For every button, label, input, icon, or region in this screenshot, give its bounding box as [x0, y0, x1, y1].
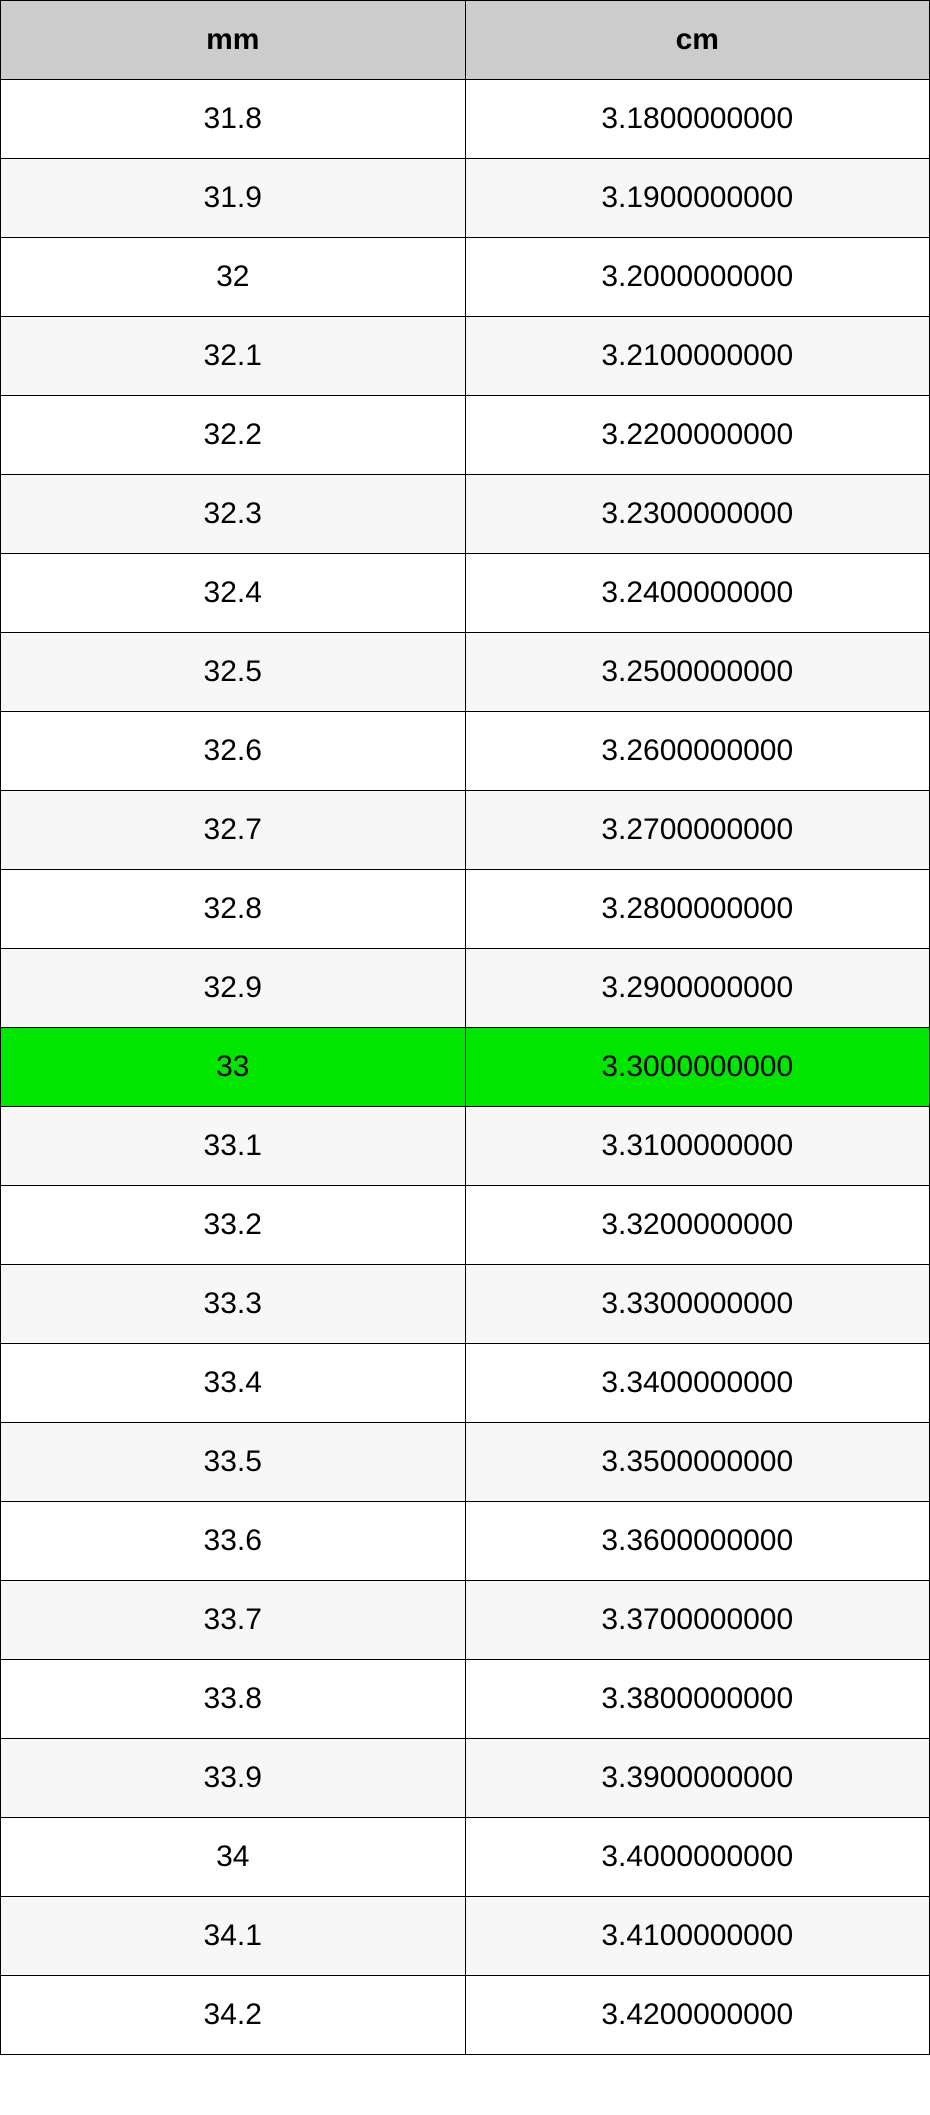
- table-row: 31.93.1900000000: [1, 159, 930, 238]
- table-row: 34.13.4100000000: [1, 1897, 930, 1976]
- table-row: 33.53.3500000000: [1, 1423, 930, 1502]
- cell-cm: 3.2300000000: [465, 475, 930, 554]
- cell-cm: 3.1800000000: [465, 80, 930, 159]
- cell-mm: 33.3: [1, 1265, 466, 1344]
- cell-cm: 3.3600000000: [465, 1502, 930, 1581]
- table-row: 33.83.3800000000: [1, 1660, 930, 1739]
- table-row: 32.33.2300000000: [1, 475, 930, 554]
- table-body: 31.83.180000000031.93.1900000000323.2000…: [1, 80, 930, 2055]
- cell-cm: 3.2700000000: [465, 791, 930, 870]
- cell-cm: 3.3200000000: [465, 1186, 930, 1265]
- cell-cm: 3.2400000000: [465, 554, 930, 633]
- table-row: 32.43.2400000000: [1, 554, 930, 633]
- cell-mm: 31.9: [1, 159, 466, 238]
- cell-cm: 3.2900000000: [465, 949, 930, 1028]
- cell-mm: 32.6: [1, 712, 466, 791]
- conversion-table-container: mm cm 31.83.180000000031.93.190000000032…: [0, 0, 930, 2055]
- cell-cm: 3.2100000000: [465, 317, 930, 396]
- cell-mm: 32.5: [1, 633, 466, 712]
- cell-cm: 3.3100000000: [465, 1107, 930, 1186]
- cell-cm: 3.4200000000: [465, 1976, 930, 2055]
- cell-cm: 3.3700000000: [465, 1581, 930, 1660]
- table-row: 34.23.4200000000: [1, 1976, 930, 2055]
- table-row: 33.33.3300000000: [1, 1265, 930, 1344]
- cell-mm: 32.1: [1, 317, 466, 396]
- cell-cm: 3.4100000000: [465, 1897, 930, 1976]
- cell-cm: 3.2000000000: [465, 238, 930, 317]
- cell-mm: 33.5: [1, 1423, 466, 1502]
- cell-mm: 34.2: [1, 1976, 466, 2055]
- column-header-mm: mm: [1, 1, 466, 80]
- table-row: 33.13.3100000000: [1, 1107, 930, 1186]
- cell-cm: 3.4000000000: [465, 1818, 930, 1897]
- cell-cm: 3.3900000000: [465, 1739, 930, 1818]
- cell-mm: 32: [1, 238, 466, 317]
- cell-mm: 32.3: [1, 475, 466, 554]
- table-row: 32.93.2900000000: [1, 949, 930, 1028]
- table-row: 32.53.2500000000: [1, 633, 930, 712]
- cell-mm: 32.7: [1, 791, 466, 870]
- cell-cm: 3.3000000000: [465, 1028, 930, 1107]
- cell-cm: 3.2200000000: [465, 396, 930, 475]
- cell-mm: 32.8: [1, 870, 466, 949]
- cell-cm: 3.2800000000: [465, 870, 930, 949]
- cell-cm: 3.3800000000: [465, 1660, 930, 1739]
- table-header-row: mm cm: [1, 1, 930, 80]
- cell-mm: 33.8: [1, 1660, 466, 1739]
- table-row: 33.73.3700000000: [1, 1581, 930, 1660]
- table-row: 343.4000000000: [1, 1818, 930, 1897]
- cell-mm: 33.9: [1, 1739, 466, 1818]
- table-row: 32.63.2600000000: [1, 712, 930, 791]
- table-row: 33.93.3900000000: [1, 1739, 930, 1818]
- table-row: 333.3000000000: [1, 1028, 930, 1107]
- table-row: 32.23.2200000000: [1, 396, 930, 475]
- table-row: 33.43.3400000000: [1, 1344, 930, 1423]
- conversion-table: mm cm 31.83.180000000031.93.190000000032…: [0, 0, 930, 2055]
- table-row: 32.83.2800000000: [1, 870, 930, 949]
- cell-cm: 3.2600000000: [465, 712, 930, 791]
- column-header-cm: cm: [465, 1, 930, 80]
- cell-mm: 33.1: [1, 1107, 466, 1186]
- cell-mm: 33.2: [1, 1186, 466, 1265]
- cell-mm: 33.4: [1, 1344, 466, 1423]
- table-row: 33.23.3200000000: [1, 1186, 930, 1265]
- cell-mm: 31.8: [1, 80, 466, 159]
- cell-mm: 32.2: [1, 396, 466, 475]
- cell-cm: 3.1900000000: [465, 159, 930, 238]
- cell-cm: 3.3400000000: [465, 1344, 930, 1423]
- table-row: 33.63.3600000000: [1, 1502, 930, 1581]
- cell-mm: 34: [1, 1818, 466, 1897]
- cell-mm: 33.6: [1, 1502, 466, 1581]
- cell-cm: 3.3300000000: [465, 1265, 930, 1344]
- cell-cm: 3.2500000000: [465, 633, 930, 712]
- cell-mm: 32.4: [1, 554, 466, 633]
- table-row: 323.2000000000: [1, 238, 930, 317]
- table-row: 31.83.1800000000: [1, 80, 930, 159]
- cell-mm: 32.9: [1, 949, 466, 1028]
- cell-mm: 33: [1, 1028, 466, 1107]
- table-row: 32.13.2100000000: [1, 317, 930, 396]
- cell-mm: 34.1: [1, 1897, 466, 1976]
- table-row: 32.73.2700000000: [1, 791, 930, 870]
- cell-mm: 33.7: [1, 1581, 466, 1660]
- cell-cm: 3.3500000000: [465, 1423, 930, 1502]
